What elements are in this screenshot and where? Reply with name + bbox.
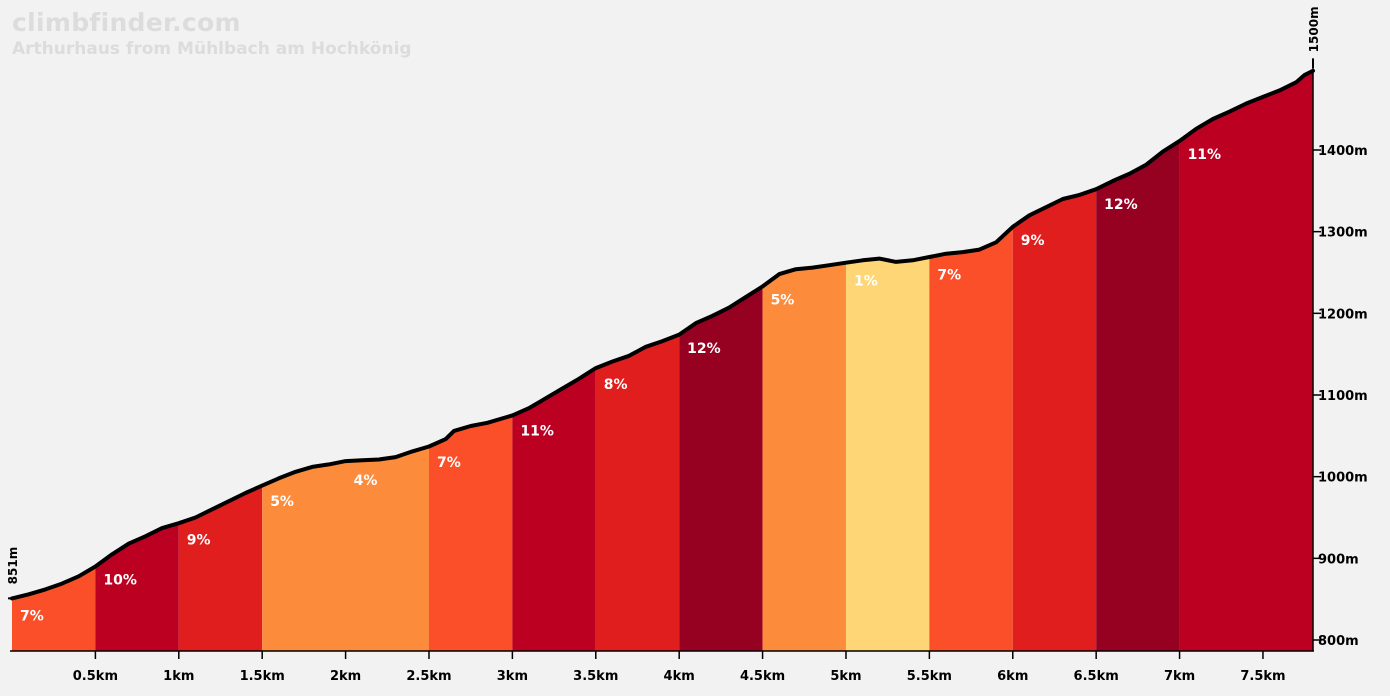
y-tick-label: 1000m xyxy=(1318,471,1368,486)
y-tick-label: 1200m xyxy=(1318,307,1368,322)
x-tick-label: 5.5km xyxy=(907,669,952,684)
gradient-label: 9% xyxy=(187,532,211,548)
x-tick-label: 0.5km xyxy=(73,669,118,684)
gradient-segment xyxy=(1096,70,1180,651)
end-elevation-label: 1500m xyxy=(1307,6,1321,52)
gradient-segment xyxy=(178,70,263,651)
gradient-segment xyxy=(595,70,680,651)
gradient-segments xyxy=(12,70,1313,651)
gradient-segment xyxy=(845,70,930,651)
gradient-label: 10% xyxy=(103,572,137,588)
x-tick-label: 6km xyxy=(997,669,1028,684)
gradient-label: 1% xyxy=(854,273,878,289)
gradient-label: 9% xyxy=(1021,233,1045,249)
gradient-segment xyxy=(1012,70,1097,651)
gradient-label: 11% xyxy=(1188,147,1222,163)
gradient-label: 11% xyxy=(520,424,554,440)
chart-axes: 0.5km 1km 1.5km 2km 2.5km 3km 3.5km 4km 4.5km 5km… xyxy=(6,6,1368,684)
gradient-segment xyxy=(929,70,1013,651)
start-elevation-label: 851m xyxy=(6,547,20,585)
elevation-profile-line xyxy=(10,68,1315,601)
gradient-segment xyxy=(12,70,96,651)
x-tick-label: 2km xyxy=(330,669,361,684)
gradient-segment xyxy=(262,70,429,651)
y-tick-label: 1100m xyxy=(1318,389,1368,404)
gradient-label: 5% xyxy=(771,292,795,308)
gradient-label: 7% xyxy=(937,267,961,283)
gradient-label: 7% xyxy=(437,455,461,471)
y-tick-label: 1300m xyxy=(1318,226,1368,241)
y-tick-label: 900m xyxy=(1318,552,1359,567)
x-tick-label: 4km xyxy=(664,669,695,684)
gradient-labels: 7% 10% 9% 5% 7% 11% 8% 12% 5% 1% 7% 9% 12% 11% 4% xyxy=(20,147,1221,624)
y-tick-label: 1400m xyxy=(1318,144,1368,159)
gradient-label: 5% xyxy=(270,494,294,510)
x-tick-label: 6.5km xyxy=(1074,669,1119,684)
x-tick-label: 1.5km xyxy=(240,669,285,684)
gradient-segment xyxy=(512,70,596,651)
x-tick-label: 2.5km xyxy=(406,669,451,684)
site-brand: climbfinder.com xyxy=(12,8,241,37)
x-tick-label: 5km xyxy=(830,669,861,684)
gradient-label: 12% xyxy=(687,341,721,357)
gradient-label: 7% xyxy=(20,608,44,624)
gradient-segment xyxy=(1179,70,1313,651)
gradient-segment xyxy=(428,70,513,651)
y-tick-label: 800m xyxy=(1318,634,1359,649)
gradient-segment xyxy=(762,70,846,651)
x-tick-label: 1km xyxy=(163,669,194,684)
gradient-label: 8% xyxy=(604,377,628,393)
x-tick-label: 7km xyxy=(1164,669,1195,684)
gradient-label: 12% xyxy=(1104,197,1138,213)
x-tick-label: 4.5km xyxy=(740,669,785,684)
x-tick-label: 7.5km xyxy=(1240,669,1285,684)
gradient-segment xyxy=(95,70,179,651)
x-tick-label: 3.5km xyxy=(573,669,618,684)
chart-subtitle: Arthurhaus from Mühlbach am Hochkönig xyxy=(12,39,412,59)
gradient-label: 4% xyxy=(354,473,378,489)
x-tick-label: 3km xyxy=(497,669,528,684)
